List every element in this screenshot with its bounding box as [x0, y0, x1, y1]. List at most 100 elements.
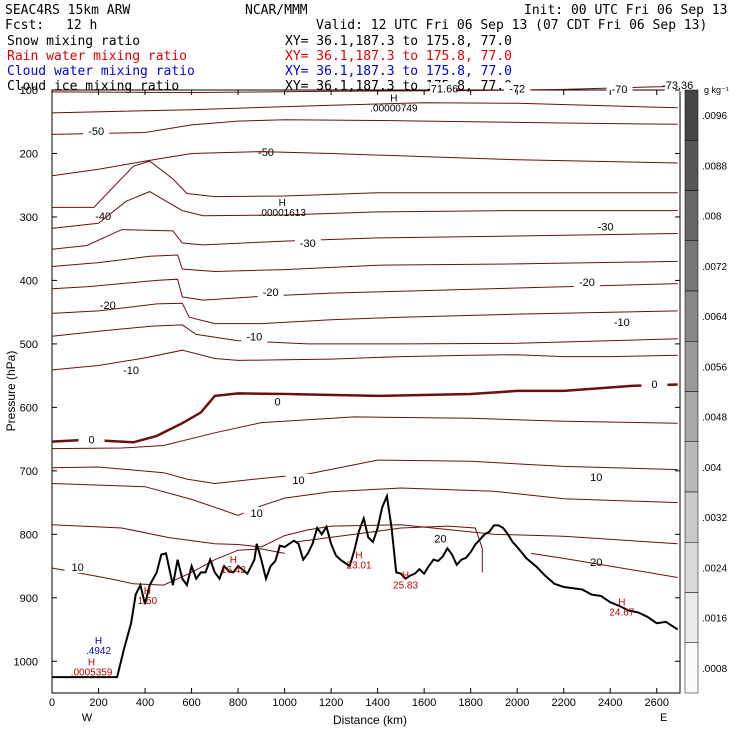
y-tick-label: 300 [20, 212, 38, 224]
x-tick-label: 1200 [319, 697, 343, 709]
contour-label-bg [264, 395, 291, 408]
contour-label-bg [294, 237, 321, 250]
contour-line [51, 483, 678, 516]
x-tick-label: 2000 [505, 697, 529, 709]
y-axis-label: Pressure (hPa) [4, 351, 18, 432]
extremum-value: 24.67 [609, 607, 634, 618]
extremum-value: .0005359 [71, 668, 113, 679]
extremum-marker: H [279, 198, 286, 209]
colorbar-swatch [684, 542, 699, 593]
colorbar-swatch [684, 290, 699, 342]
extremum-marker: H [402, 571, 409, 582]
contour-line [51, 119, 678, 135]
contour-label: 10 [251, 508, 263, 520]
x-tick-label: 1400 [365, 697, 389, 709]
contour-label: -30 [300, 238, 316, 250]
y-tick-label: 800 [20, 529, 38, 541]
contour-label-bg [592, 220, 619, 233]
colorbar: .0096 .0088 .008 .0072 .0064 .0056 .0048 .004 .0… [684, 89, 727, 694]
legend-entry-xy: XY= 36.1,187.3 to 175.8, 77.0 [285, 64, 512, 79]
colorbar-label: .0072 [702, 262, 727, 273]
contour-label: -20 [579, 277, 595, 289]
contour-line [51, 229, 678, 250]
colorbar-swatch [684, 391, 699, 442]
contour-label: 0 [651, 379, 657, 391]
y-tick-label: 400 [20, 275, 38, 287]
colorbar-label: .004 [702, 463, 722, 474]
colorbar-swatch [684, 491, 699, 543]
contour-label-bg [64, 560, 91, 573]
contour-label-bg [608, 315, 635, 328]
colorbar-swatch [684, 140, 699, 191]
legend-entry-xy: XY= 36.1,187.3 to 175.8, 77.0 [285, 49, 512, 64]
legend-entry-xy: XY= 36.1,187.3 to 175.8, 77.0 [285, 34, 512, 49]
x-tick-label: 2400 [598, 697, 622, 709]
legend-entry-label: Snow mixing ratio [7, 34, 140, 49]
contour-line [51, 302, 678, 325]
contour-label: -73.36 [662, 80, 693, 92]
extremum-marker: H [618, 597, 625, 608]
colorbar-unit: g kg⁻¹ [704, 85, 729, 95]
contour-line [531, 552, 678, 578]
colorbar-label: .0056 [702, 362, 727, 373]
x-tick-label: 200 [89, 697, 107, 709]
y-tick-label: 500 [20, 339, 38, 351]
terrain-line [52, 492, 679, 679]
extremum-value: .4942 [86, 646, 111, 657]
extremum-value: 25.83 [393, 581, 418, 592]
axes: 0 200 400 600 800 1000 1200 1400 1600 1800 2000 220… [14, 85, 680, 724]
y-tick-label: 600 [20, 402, 38, 414]
model-title: SEAC4RS 15km ARW [5, 3, 130, 18]
temperature-contours: -70 -71.66 -72 -73.36 -50 -50 -40 -30 -30 -20 -20 -… [51, 79, 693, 586]
contour-label-bg [606, 83, 633, 95]
colorbar-swatch [684, 441, 699, 493]
fcst-label: Fcst: [5, 18, 44, 33]
colorbar-swatch [684, 592, 699, 643]
colorbar-swatch [684, 190, 699, 241]
extremum-marker: H [230, 555, 237, 566]
contour-label-bg [118, 364, 145, 377]
extremum-marker: H [390, 93, 397, 104]
extremum-marker: H [95, 636, 102, 647]
colorbar-label: .0064 [702, 312, 727, 323]
contour-label: 0 [275, 396, 281, 408]
contour-label-bg [241, 330, 268, 343]
contour-label-bg [257, 286, 284, 299]
contour-label-bg [641, 378, 668, 391]
x-tick-label: 1800 [458, 697, 482, 709]
extremum-value: 16.42 [221, 565, 246, 576]
contour-label: 10 [71, 562, 83, 574]
init-time: Init: 00 UTC Fri 06 Sep 13 [524, 3, 728, 18]
contour-line [51, 102, 678, 114]
contour-label: -70 [612, 84, 628, 96]
extremum-value: 1.50 [138, 596, 158, 607]
y-tick-label: 200 [20, 148, 38, 160]
x-tick-label: 1600 [412, 697, 436, 709]
x-tick-label: 0 [49, 697, 55, 709]
x-tick-label: 2200 [551, 697, 575, 709]
contour-line [51, 416, 678, 450]
x-tick-label: 400 [136, 697, 154, 709]
x-end-label-right: E [660, 712, 667, 724]
y-tick-label: 100 [20, 85, 38, 97]
colorbar-swatch [684, 642, 699, 694]
colorbar-label: .0088 [702, 161, 727, 172]
colorbar-label: .008 [702, 212, 722, 223]
colorbar-swatch [684, 89, 699, 141]
colorbar-label: .0008 [702, 664, 727, 675]
colorbar-swatch [684, 240, 699, 292]
terrain [52, 492, 679, 679]
contour-label-bg [285, 473, 312, 486]
contour-line [51, 324, 678, 345]
contour-label: -10 [246, 332, 262, 344]
contour-line [51, 254, 678, 273]
contour-label: -40 [95, 211, 111, 223]
legend-entry-label: Rain water mixing ratio [7, 49, 187, 64]
extremum-value: .00000749 [370, 103, 418, 114]
plot-frame [51, 89, 681, 694]
extremum-marker: H [88, 658, 95, 669]
x-tick-label: 2600 [644, 697, 668, 709]
contour-label-bg [573, 275, 600, 288]
contour-label-bg [427, 532, 454, 545]
